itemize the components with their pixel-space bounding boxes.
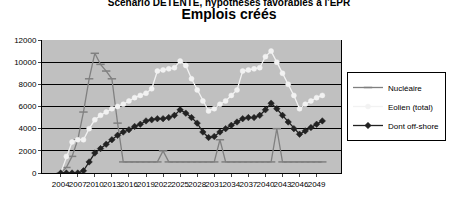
svg-text:4000: 4000 [19, 124, 37, 133]
svg-text:2046: 2046 [291, 180, 309, 189]
svg-text:Scénario DETENTE, hypothèses f: Scénario DETENTE, hypothèses favorables … [108, 0, 351, 22]
svg-text:2031: 2031 [205, 180, 223, 189]
svg-text:10000: 10000 [14, 58, 37, 67]
svg-text:2025: 2025 [171, 180, 189, 189]
svg-text:Eolien (total): Eolien (total) [388, 103, 433, 112]
svg-text:2022: 2022 [154, 180, 172, 189]
svg-text:2016: 2016 [120, 180, 138, 189]
svg-text:2034: 2034 [222, 180, 240, 189]
svg-text:2040: 2040 [257, 180, 275, 189]
svg-text:2010: 2010 [86, 180, 104, 189]
svg-text:2043: 2043 [274, 180, 292, 189]
svg-text:6000: 6000 [19, 102, 37, 111]
svg-text:2004: 2004 [52, 180, 70, 189]
svg-text:2049: 2049 [308, 180, 326, 189]
svg-text:2019: 2019 [137, 180, 155, 189]
svg-text:2037: 2037 [239, 180, 257, 189]
svg-text:12000: 12000 [14, 36, 37, 45]
svg-text:2007: 2007 [69, 180, 87, 189]
svg-text:0: 0 [32, 169, 37, 178]
svg-text:2028: 2028 [188, 180, 206, 189]
svg-text:Nucléaire: Nucléaire [388, 84, 422, 93]
svg-text:Dont off-shore: Dont off-shore [388, 122, 439, 131]
svg-text:2000: 2000 [19, 147, 37, 156]
svg-text:2013: 2013 [103, 180, 121, 189]
svg-text:8000: 8000 [19, 80, 37, 89]
